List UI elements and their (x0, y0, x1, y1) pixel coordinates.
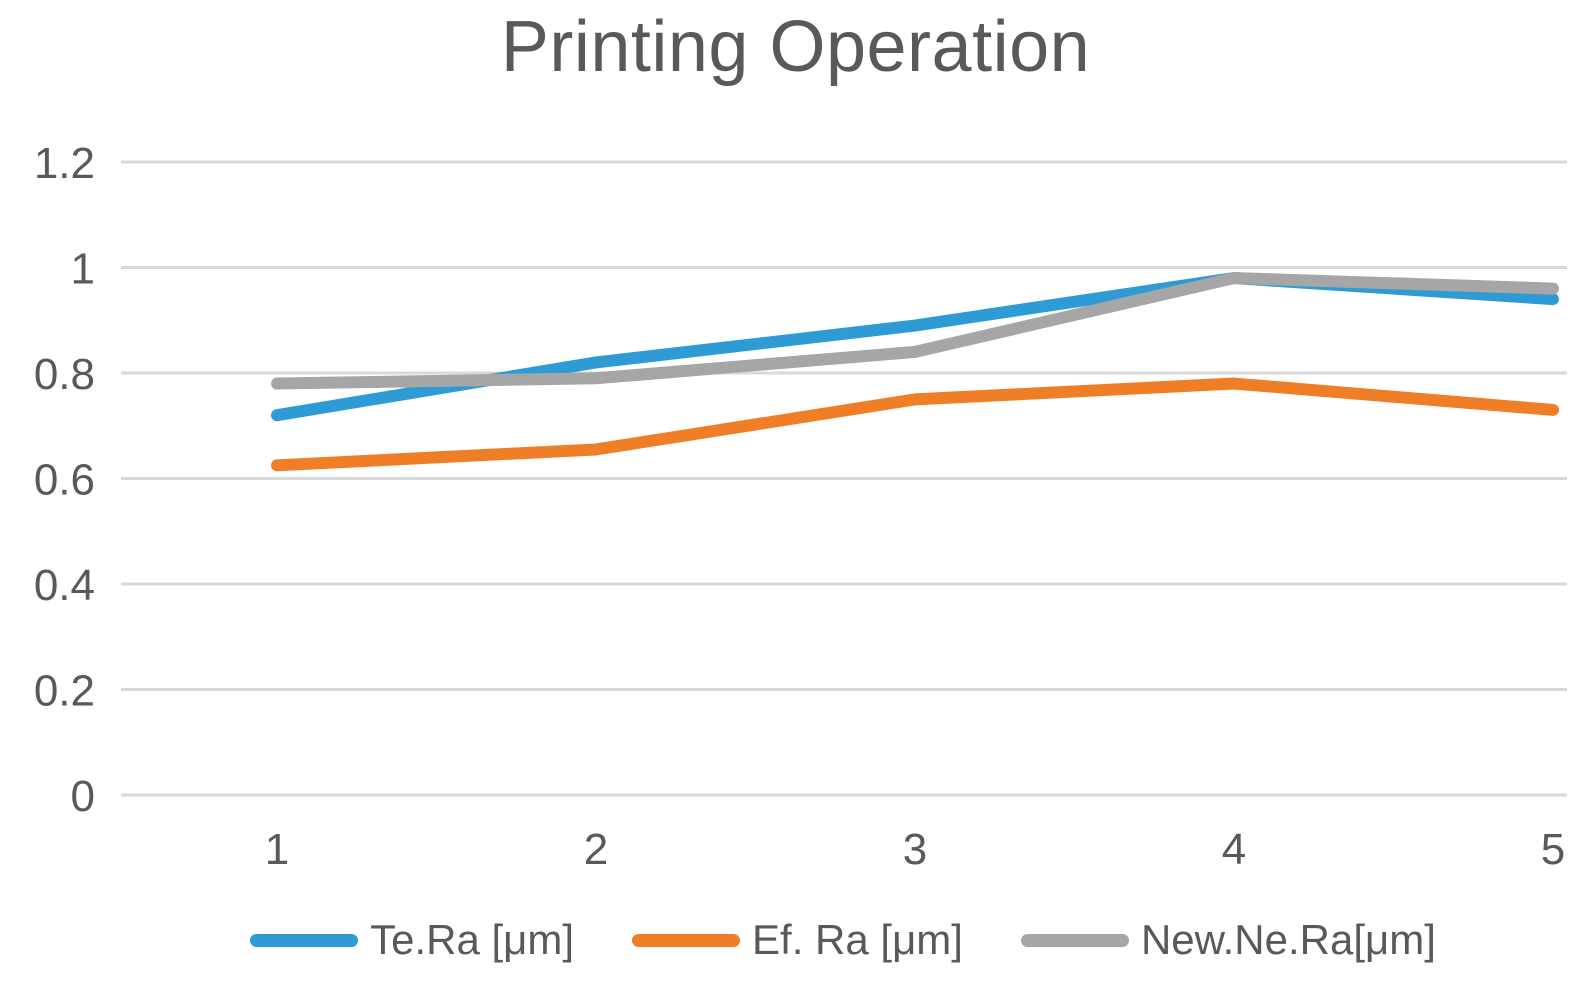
series-line-2 (271, 377, 1559, 472)
y-axis-tick-label: 0.4 (34, 561, 95, 610)
chart-title: Printing Operation (500, 7, 1091, 87)
y-axis-tick-label: 0.2 (34, 667, 95, 716)
x-axis-tick-label: 4 (1222, 825, 1246, 874)
legend-label: Ef. Ra [μm] (752, 916, 963, 963)
y-axis-tick-label: 1.2 (34, 139, 95, 188)
legend-label: Te.Ra [μm] (370, 916, 575, 963)
legend-swatch (250, 933, 359, 947)
legend-item: Ef. Ra [μm] (632, 916, 963, 964)
series-line-3 (271, 272, 1559, 390)
chart-legend: Te.Ra [μm] Ef. Ra [μm] New.Ne.Ra[μm] (95, 912, 1591, 968)
y-axis-tick-label: 0.8 (34, 350, 95, 399)
x-axis-tick-label: 1 (265, 825, 289, 874)
legend-item: Te.Ra [μm] (250, 916, 574, 964)
legend-swatch (1020, 933, 1129, 947)
legend-label: New.Ne.Ra[μm] (1140, 916, 1436, 963)
y-axis-tick-label: 0 (71, 772, 95, 821)
y-axis-tick-label: 0.6 (34, 456, 95, 505)
y-axis-tick-label: 1 (71, 245, 95, 294)
legend-item: New.Ne.Ra[μm] (1020, 916, 1436, 964)
x-axis-tick-label: 3 (903, 825, 927, 874)
x-axis-tick-label: 5 (1541, 825, 1565, 874)
legend-swatch (632, 933, 741, 947)
x-axis-tick-label: 2 (584, 825, 608, 874)
